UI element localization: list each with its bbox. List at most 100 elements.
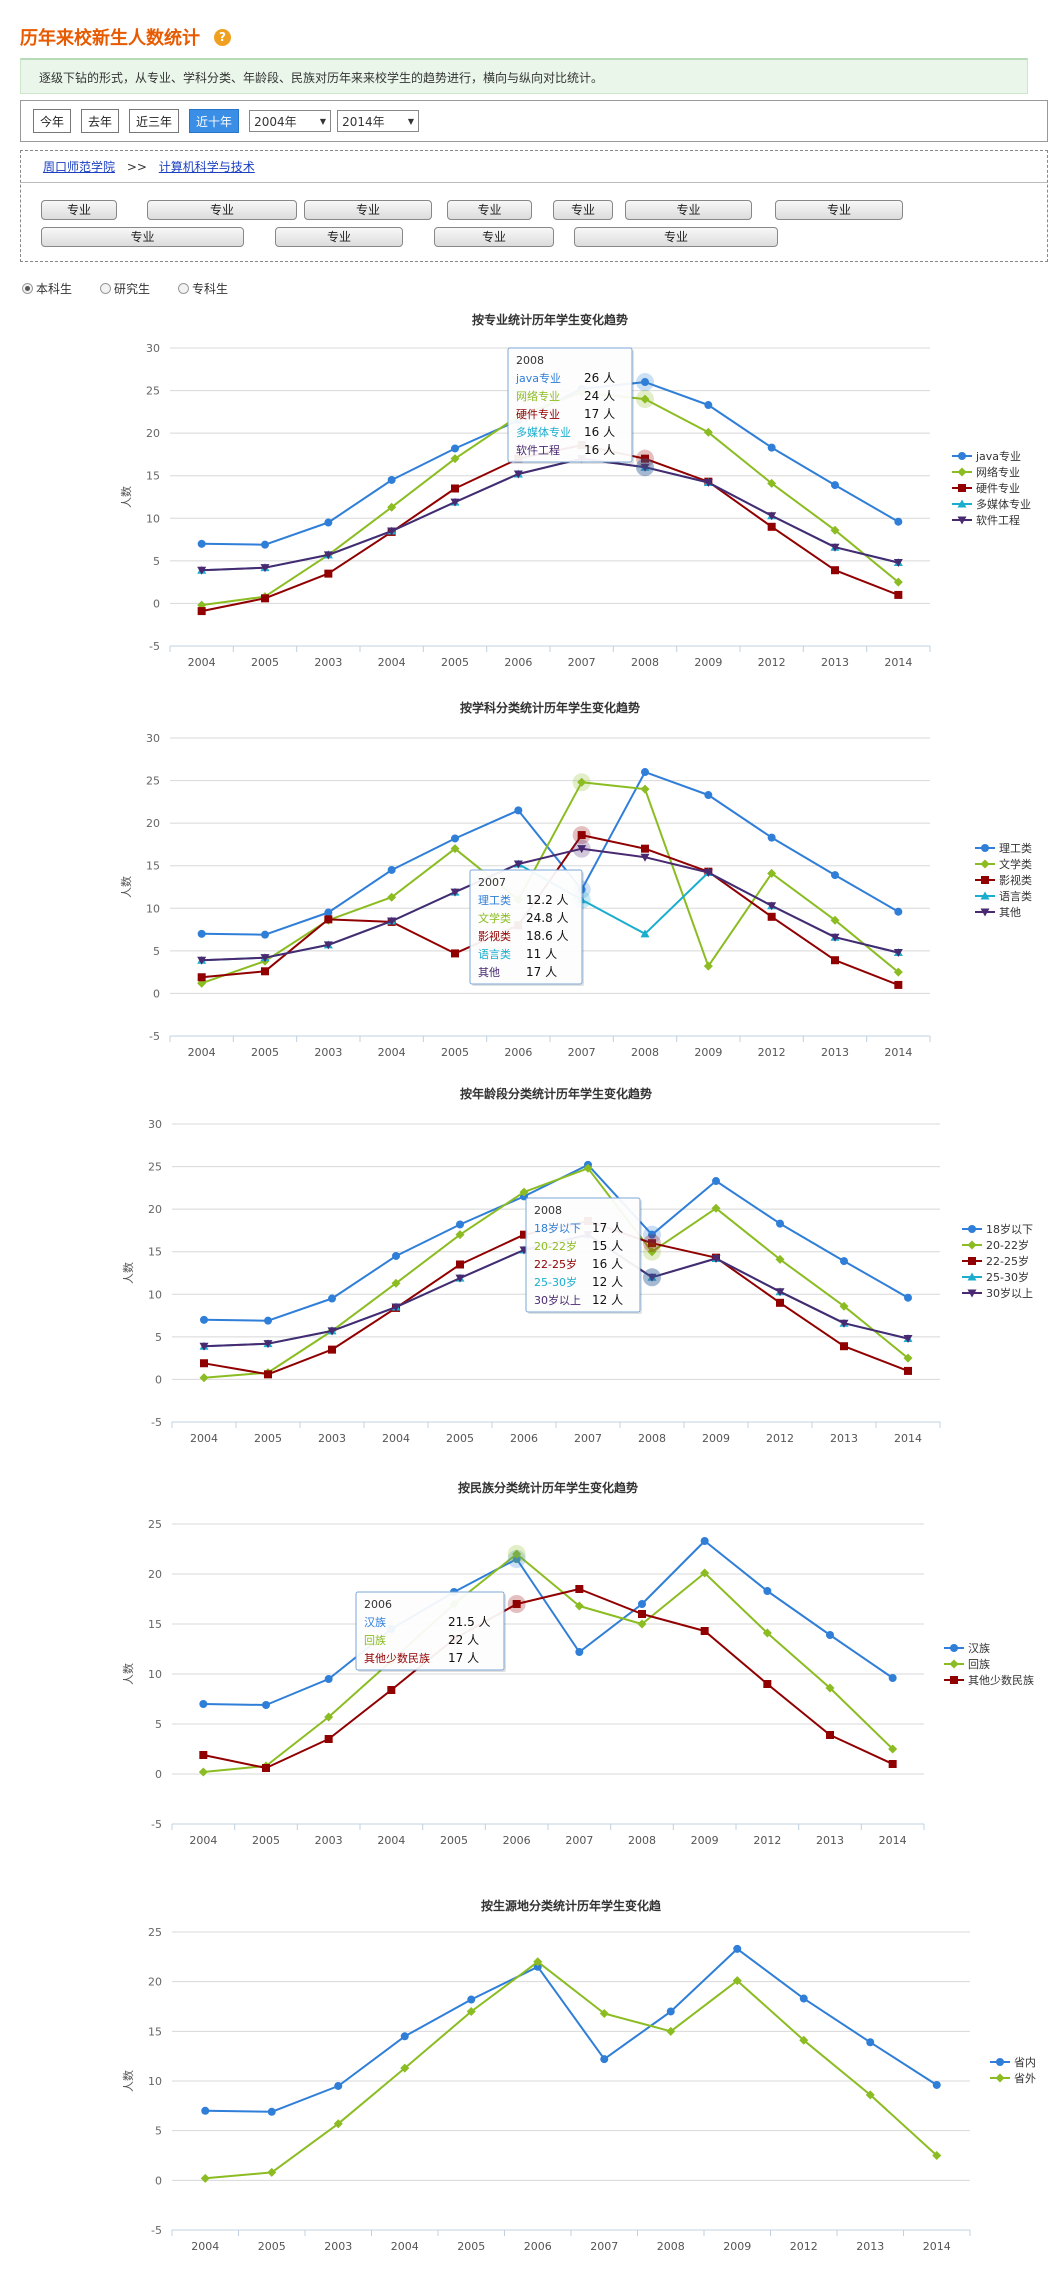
x-tick-label: 2006 <box>504 1046 532 1059</box>
x-tick-label: 2003 <box>318 1432 346 1445</box>
radio-junior-college[interactable]: 专科生 <box>178 280 228 297</box>
tooltip-series-name: 回族 <box>364 1633 386 1647</box>
major-button[interactable]: 专业 <box>574 227 778 247</box>
radio-label: 专科生 <box>192 282 229 296</box>
major-button[interactable]: 专业 <box>275 227 403 247</box>
major-button[interactable]: 专业 <box>553 200 613 220</box>
breadcrumb-root-link[interactable]: 周口师范学院 <box>43 160 116 174</box>
major-button[interactable]: 专业 <box>41 200 117 220</box>
y-axis-label: 人数 <box>120 486 133 508</box>
legend-marker <box>950 1644 958 1652</box>
series-2-point <box>577 777 587 787</box>
from-year-select[interactable]: 2004年 ▼ <box>249 110 332 132</box>
series-4-group <box>197 454 903 574</box>
series-1-point <box>600 2055 609 2064</box>
x-tick-label: 2004 <box>191 2240 219 2253</box>
y-tick-label: 0 <box>155 1373 162 1386</box>
tooltip-series-name: 22-25岁 <box>534 1257 577 1271</box>
chevron-down-icon: ▼ <box>407 116 415 126</box>
series-2-point <box>932 2151 942 2160</box>
series-3-point <box>776 1298 784 1307</box>
legend-label: 硬件专业 <box>976 481 1020 495</box>
x-tick-label: 2013 <box>830 1432 858 1445</box>
series-3-point <box>512 1600 521 1608</box>
series-1-point <box>932 2080 941 2089</box>
y-tick-label: 15 <box>148 1618 162 1631</box>
radio-undergraduate[interactable]: 本科生 <box>22 280 72 297</box>
radio-dot[interactable] <box>178 283 190 294</box>
major-button[interactable]: 专业 <box>147 200 297 220</box>
series-1-point <box>648 1230 656 1239</box>
y-tick-label: 0 <box>153 597 160 610</box>
tooltip-series-name: 理工类 <box>478 893 511 907</box>
series-1-group <box>201 1944 941 2116</box>
x-tick-label: 2008 <box>631 1046 659 1059</box>
last-three-years-button[interactable]: 近三年 <box>129 109 180 133</box>
y-axis-label: 人数 <box>122 1262 135 1284</box>
radio-graduate[interactable]: 研究生 <box>100 280 150 297</box>
help-icon[interactable]: ? <box>214 28 231 46</box>
tooltip-series-value: 21.5 人 <box>448 1615 491 1629</box>
series-2-point <box>799 2035 809 2045</box>
tooltip-series-value: 17 人 <box>584 407 615 421</box>
series-5-point <box>647 1273 657 1282</box>
tooltip-box <box>507 347 633 463</box>
series-1-point <box>533 1962 542 1971</box>
tooltip-box <box>469 869 583 985</box>
this-year-button[interactable]: 今年 <box>33 109 72 133</box>
series-3-point <box>767 522 776 531</box>
series-5-point <box>327 1327 337 1336</box>
x-tick-label: 2008 <box>657 2240 685 2253</box>
tooltip-series-name: 文学类 <box>478 911 511 925</box>
series-2-point <box>199 1373 209 1383</box>
major-button[interactable]: 专业 <box>434 227 554 247</box>
tooltip-header: 2006 <box>364 1598 392 1611</box>
chart-title: 按生源地分类统计历年学生变化趋 <box>481 1898 662 1913</box>
to-year-select[interactable]: 2014年 ▼ <box>337 110 420 132</box>
x-tick-label: 2007 <box>568 656 596 669</box>
series-5-point <box>450 888 460 897</box>
series-2-point <box>455 1230 465 1240</box>
series-2-group <box>198 1549 898 1777</box>
y-tick-label: 15 <box>146 470 160 483</box>
series-2-point <box>599 2008 609 2018</box>
series-3-point <box>456 1260 464 1269</box>
series-3-point <box>324 569 333 578</box>
x-tick-label: 2003 <box>314 656 342 669</box>
series-3-point <box>904 1366 912 1375</box>
major-button[interactable]: 专业 <box>304 200 432 220</box>
last-year-button[interactable]: 去年 <box>81 109 120 133</box>
major-button[interactable]: 专业 <box>41 227 244 247</box>
major-button[interactable]: 专业 <box>625 200 752 220</box>
series-5-point <box>893 949 903 958</box>
chart-by-discipline: 按学科分类统计历年学生变化趋势 30 25 20 15 10 5 0 -5 人数 2004 2005 2… <box>120 700 1032 1059</box>
series-5-point <box>197 566 207 575</box>
last-ten-years-button[interactable]: 近十年 <box>189 109 240 133</box>
legend-label: 省外 <box>1014 2072 1036 2085</box>
hover-halo <box>507 1545 526 1563</box>
y-tick-label: 10 <box>148 1288 162 1301</box>
series-1-point <box>641 768 649 777</box>
series-3-point <box>264 1370 272 1379</box>
x-tick-label: 2004 <box>378 656 406 669</box>
to-year-value: 2014年 <box>342 114 385 129</box>
tooltip-series-name: 其他少数民族 <box>364 1651 430 1665</box>
series-3-point <box>261 967 269 976</box>
x-tick-label: 2006 <box>524 2240 552 2253</box>
series-1-point <box>456 1220 464 1229</box>
radio-dot[interactable] <box>100 283 112 294</box>
series-1-point <box>831 871 839 880</box>
series-2-point <box>574 1601 584 1611</box>
series-3-point <box>575 1585 584 1593</box>
series-1-point <box>826 1631 834 1639</box>
legend-marker <box>968 1225 976 1233</box>
x-tick-label: 2005 <box>441 656 469 669</box>
x-tick-label: 2006 <box>504 656 532 669</box>
series-2-point <box>711 1203 721 1213</box>
major-button[interactable]: 专业 <box>447 200 532 220</box>
series-1-point <box>199 1700 208 1708</box>
breadcrumb-current-link[interactable]: 计算机科学与技术 <box>158 160 255 174</box>
major-button[interactable]: 专业 <box>775 200 903 220</box>
radio-dot[interactable] <box>22 283 33 294</box>
